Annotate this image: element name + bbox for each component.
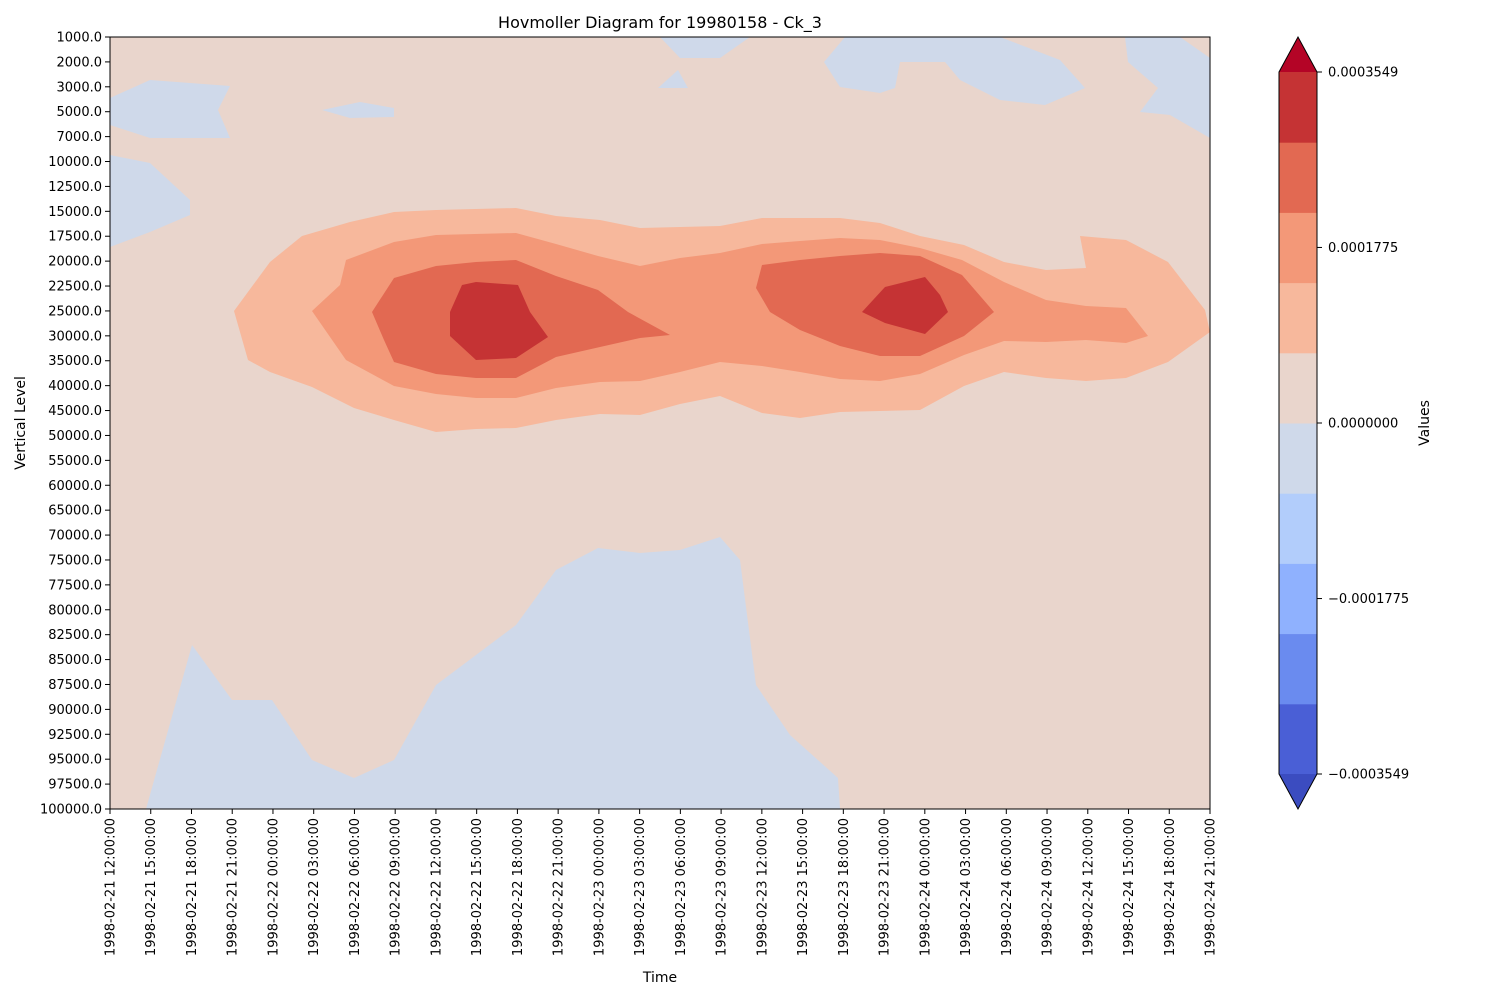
y-tick-label: 2000.0 bbox=[57, 55, 103, 70]
y-tick-label: 17500.0 bbox=[48, 230, 102, 245]
chart-title: Hovmoller Diagram for 19980158 - Ck_3 bbox=[498, 13, 822, 33]
colorbar-label: Values bbox=[1417, 400, 1433, 446]
colorbar-segment bbox=[1279, 72, 1317, 143]
x-tick-label: 1998-02-24 21:00:00 bbox=[1204, 818, 1219, 956]
x-tick-label: 1998-02-22 21:00:00 bbox=[552, 818, 567, 956]
y-tick-label: 1000.0 bbox=[57, 31, 103, 46]
y-tick-label: 7000.0 bbox=[57, 130, 103, 145]
y-tick-label: 82500.0 bbox=[48, 628, 102, 643]
x-tick-label: 1998-02-24 03:00:00 bbox=[959, 818, 974, 956]
colorbar-segment bbox=[1279, 423, 1317, 494]
x-tick-label: 1998-02-22 09:00:00 bbox=[389, 818, 404, 956]
x-tick-label: 1998-02-23 00:00:00 bbox=[592, 818, 607, 956]
contour-neg-top-3 bbox=[824, 37, 1085, 105]
x-tick-label: 1998-02-21 15:00:00 bbox=[144, 818, 159, 956]
x-tick-label: 1998-02-23 06:00:00 bbox=[674, 818, 689, 956]
colorbar bbox=[1278, 35, 1318, 811]
y-tick-label: 45000.0 bbox=[48, 404, 102, 419]
contour-pos-level-4a bbox=[450, 282, 548, 360]
y-tick-label: 40000.0 bbox=[48, 379, 102, 394]
y-axis-label: Vertical Level bbox=[13, 376, 29, 470]
x-tick-label: 1998-02-23 12:00:00 bbox=[755, 818, 770, 956]
y-tick-label: 77500.0 bbox=[48, 578, 102, 593]
x-tick-label: 1998-02-22 12:00:00 bbox=[429, 818, 444, 956]
y-tick-label: 95000.0 bbox=[48, 753, 102, 768]
y-tick-label: 3000.0 bbox=[57, 80, 103, 95]
y-axis: 1000.0 2000.0 3000.0 5000.0 7000.0 10000.0 125… bbox=[40, 31, 110, 818]
colorbar-segment bbox=[1279, 142, 1317, 213]
y-tick-label: 12500.0 bbox=[48, 180, 102, 195]
colorbar-tick-label: 0.0003549 bbox=[1328, 66, 1398, 81]
x-tick-label: 1998-02-22 00:00:00 bbox=[266, 818, 281, 956]
colorbar-ticks: 0.0003549 0.0001775 0.0000000 −0.0001775 −0.… bbox=[1317, 66, 1409, 783]
contour-neg-top-1 bbox=[660, 37, 750, 58]
x-tick-label: 1998-02-24 09:00:00 bbox=[1041, 818, 1056, 956]
y-tick-label: 100000.0 bbox=[40, 803, 102, 818]
y-tick-label: 65000.0 bbox=[48, 504, 102, 519]
contour-pos-level-4b bbox=[862, 277, 948, 334]
y-tick-label: 20000.0 bbox=[48, 255, 102, 270]
colorbar-segment bbox=[1279, 493, 1317, 564]
colorbar-extend-min bbox=[1279, 774, 1317, 809]
y-tick-label: 60000.0 bbox=[48, 479, 102, 494]
colorbar-segment bbox=[1279, 282, 1317, 354]
x-axis: 1998-02-21 12:00:00 1998-02-21 15:00:00 19… bbox=[104, 809, 1219, 956]
y-tick-label: 70000.0 bbox=[48, 529, 102, 544]
colorbar-tick-label: 0.0001775 bbox=[1328, 241, 1398, 256]
y-tick-label: 75000.0 bbox=[48, 553, 102, 568]
y-tick-label: 80000.0 bbox=[48, 603, 102, 618]
x-tick-label: 1998-02-23 21:00:00 bbox=[878, 818, 893, 956]
contour-neg-ul-2 bbox=[110, 155, 190, 247]
y-tick-label: 55000.0 bbox=[48, 454, 102, 469]
x-tick-label: 1998-02-22 03:00:00 bbox=[307, 818, 322, 956]
x-tick-label: 1998-02-22 18:00:00 bbox=[511, 818, 526, 956]
contour-neg-top-2 bbox=[658, 70, 688, 88]
contour-neg-top-4 bbox=[1125, 37, 1210, 138]
colorbar-tick-label: −0.0001775 bbox=[1328, 592, 1409, 607]
contour-neg-lower-trop bbox=[146, 537, 840, 809]
x-tick-label: 1998-02-24 00:00:00 bbox=[918, 818, 933, 956]
x-tick-label: 1998-02-24 15:00:00 bbox=[1122, 818, 1137, 956]
x-tick-label: 1998-02-24 06:00:00 bbox=[1000, 818, 1015, 956]
y-tick-label: 10000.0 bbox=[48, 155, 102, 170]
x-tick-label: 1998-02-21 21:00:00 bbox=[226, 818, 241, 956]
x-tick-label: 1998-02-22 06:00:00 bbox=[348, 818, 363, 956]
x-tick-label: 1998-02-23 15:00:00 bbox=[796, 818, 811, 956]
x-tick-label: 1998-02-21 18:00:00 bbox=[185, 818, 200, 956]
y-tick-label: 25000.0 bbox=[48, 304, 102, 319]
x-tick-label: 1998-02-24 18:00:00 bbox=[1163, 818, 1178, 956]
x-axis-label: Time bbox=[642, 970, 677, 986]
x-tick-label: 1998-02-23 03:00:00 bbox=[633, 818, 648, 956]
y-tick-label: 87500.0 bbox=[48, 678, 102, 693]
contour-neg-ul-3 bbox=[322, 102, 394, 118]
plot-frame bbox=[109, 36, 1211, 810]
y-tick-label: 50000.0 bbox=[48, 429, 102, 444]
y-tick-label: 92500.0 bbox=[48, 728, 102, 743]
y-tick-label: 97500.0 bbox=[48, 778, 102, 793]
colorbar-tick-label: −0.0003549 bbox=[1328, 768, 1409, 783]
y-tick-label: 22500.0 bbox=[48, 280, 102, 295]
contour-neg-ul-1 bbox=[110, 80, 230, 138]
x-tick-label: 1998-02-21 12:00:00 bbox=[104, 818, 119, 956]
y-tick-label: 15000.0 bbox=[48, 205, 102, 220]
y-tick-label: 30000.0 bbox=[48, 329, 102, 344]
colorbar-tick-label: 0.0000000 bbox=[1328, 417, 1398, 432]
plot-area bbox=[109, 36, 1211, 810]
colorbar-segment bbox=[1279, 352, 1317, 424]
colorbar-extend-max bbox=[1279, 37, 1317, 72]
colorbar-segment bbox=[1279, 212, 1317, 284]
colorbar-segment bbox=[1279, 633, 1317, 705]
y-tick-label: 5000.0 bbox=[57, 105, 103, 120]
y-tick-label: 35000.0 bbox=[48, 354, 102, 369]
y-tick-label: 90000.0 bbox=[48, 703, 102, 718]
colorbar-segment bbox=[1279, 703, 1317, 775]
x-tick-label: 1998-02-24 12:00:00 bbox=[1081, 818, 1096, 956]
x-tick-label: 1998-02-22 15:00:00 bbox=[470, 818, 485, 956]
colorbar-segment bbox=[1279, 563, 1317, 635]
x-tick-label: 1998-02-23 09:00:00 bbox=[715, 818, 730, 956]
y-tick-label: 85000.0 bbox=[48, 653, 102, 668]
x-tick-label: 1998-02-23 18:00:00 bbox=[837, 818, 852, 956]
